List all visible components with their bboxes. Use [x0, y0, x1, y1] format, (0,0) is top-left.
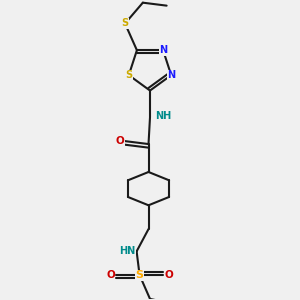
Text: S: S: [136, 270, 144, 280]
Text: O: O: [106, 270, 115, 280]
Text: S: S: [122, 19, 129, 28]
Text: NH: NH: [155, 111, 172, 121]
Text: O: O: [164, 270, 173, 280]
Text: N: N: [167, 70, 175, 80]
Text: O: O: [116, 136, 125, 146]
Text: HN: HN: [120, 246, 136, 256]
Text: N: N: [159, 45, 167, 55]
Text: S: S: [125, 70, 132, 80]
